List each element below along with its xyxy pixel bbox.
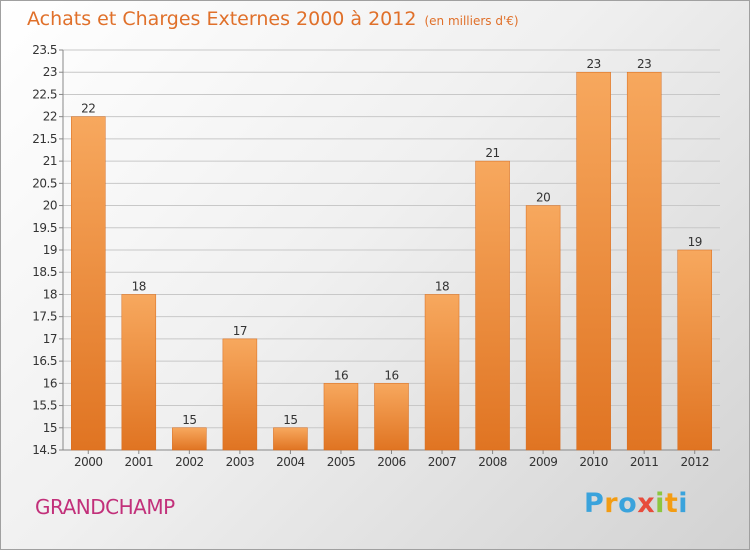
bar — [222, 338, 258, 451]
bar — [273, 427, 308, 451]
labels: 14.5 15 15.5 16 16.5 17 17.5 18 18.5 19 19.5 20 20.5… — [32, 43, 709, 469]
bar — [172, 427, 207, 451]
data-label: 23 — [637, 57, 651, 71]
data-label: 22 — [81, 102, 95, 116]
data-label: 18 — [435, 279, 449, 293]
y-tick-label: 20 — [43, 199, 57, 213]
y-tick-label: 22.5 — [32, 87, 57, 101]
data-label: 23 — [587, 57, 601, 71]
x-tick-label: 2008 — [478, 455, 507, 469]
bar — [677, 249, 712, 451]
data-label: 21 — [485, 146, 499, 160]
x-tick-label: 2000 — [74, 455, 103, 469]
y-tick-label: 16 — [43, 376, 57, 390]
bar — [121, 294, 157, 451]
x-tick-label: 2009 — [529, 455, 558, 469]
y-tick-label: 22 — [43, 110, 57, 124]
logo-letter: o — [618, 488, 638, 519]
x-tick-label: 2004 — [276, 455, 305, 469]
y-tick-label: 16.5 — [32, 354, 57, 368]
commune-name: GRANDCHAMP — [35, 495, 175, 519]
y-tick-label: 17.5 — [32, 310, 57, 324]
data-label: 20 — [536, 191, 550, 205]
y-tick-label: 21 — [43, 154, 57, 168]
y-tick-label: 18.5 — [32, 265, 57, 279]
logo-letter: x — [637, 488, 656, 519]
bars — [71, 71, 712, 451]
y-tick-label: 17 — [43, 332, 57, 346]
bar — [71, 116, 106, 451]
y-tick-label: 21.5 — [32, 132, 57, 146]
bar — [525, 205, 561, 451]
y-tick-label: 14.5 — [32, 443, 57, 457]
x-tick-label: 2001 — [125, 455, 154, 469]
data-label: 19 — [688, 235, 702, 249]
logo-letter: t — [664, 488, 679, 519]
logo-letter: P — [584, 488, 605, 519]
x-tick-label: 2010 — [579, 455, 608, 469]
bar — [475, 160, 510, 451]
x-tick-label: 2007 — [428, 455, 457, 469]
logo-letter: i — [678, 488, 689, 519]
title-block: Achats et Charges Externes 2000 à 2012 (e… — [27, 8, 519, 30]
data-label: 15 — [283, 413, 297, 427]
data-label: 16 — [334, 368, 348, 382]
bar — [374, 383, 409, 451]
y-tick-label: 19 — [43, 243, 57, 257]
data-label: 18 — [132, 279, 146, 293]
bar — [576, 71, 611, 451]
y-tick-label: 15 — [43, 421, 57, 435]
x-tick-label: 2006 — [377, 455, 406, 469]
bar — [626, 71, 662, 451]
chart-subtitle: (en milliers d'€) — [424, 14, 519, 28]
y-tick-label: 23.5 — [32, 43, 57, 57]
x-tick-label: 2012 — [680, 455, 709, 469]
x-tick-label: 2003 — [226, 455, 255, 469]
chart-title: Achats et Charges Externes 2000 à 2012 — [27, 8, 417, 30]
data-label: 17 — [233, 324, 247, 338]
data-label: 15 — [182, 413, 196, 427]
y-tick-label: 18 — [43, 287, 57, 301]
x-tick-label: 2011 — [630, 455, 659, 469]
y-tick-label: 15.5 — [32, 399, 57, 413]
logo-letter: i — [655, 488, 665, 519]
x-tick-label: 2005 — [327, 455, 356, 469]
proxiti-logo: Proxiti — [584, 488, 688, 519]
y-tick-label: 23 — [43, 65, 57, 79]
bar — [424, 294, 460, 451]
logo-letter: r — [604, 488, 619, 519]
data-label: 16 — [384, 368, 398, 382]
y-tick-label: 19.5 — [32, 221, 57, 235]
y-tick-label: 20.5 — [32, 176, 57, 190]
x-tick-label: 2002 — [175, 455, 204, 469]
bar — [323, 383, 359, 451]
